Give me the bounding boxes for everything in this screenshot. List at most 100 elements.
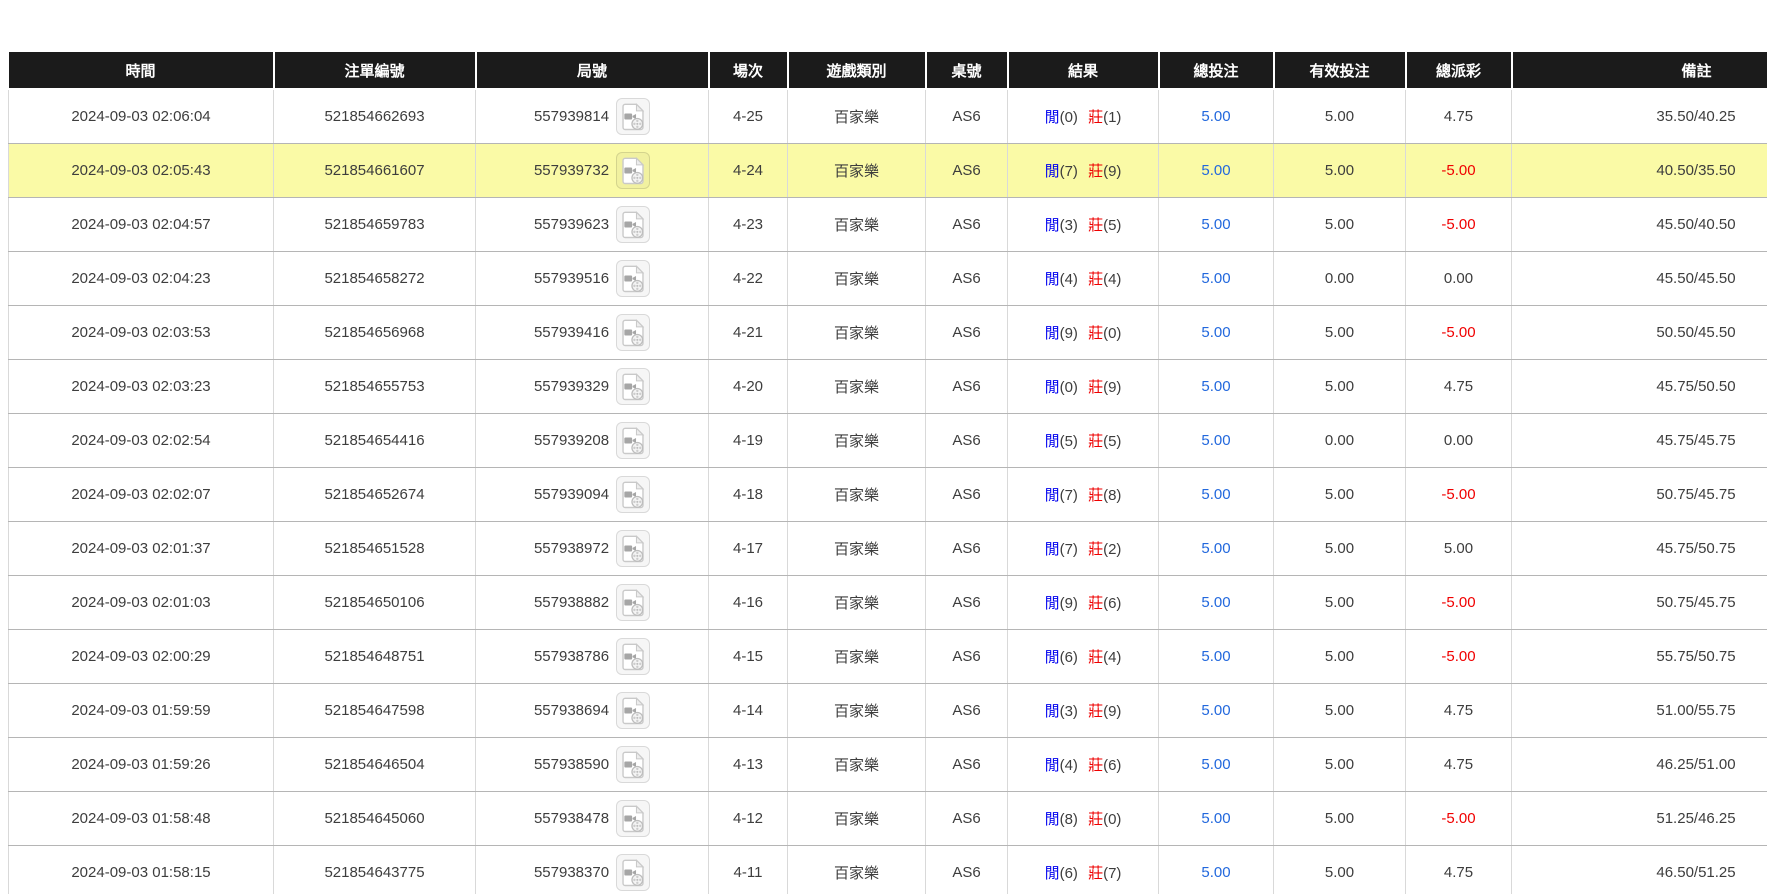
game-number: 557939208 [533, 432, 610, 449]
cell-table-no: AS6 [925, 791, 1008, 846]
total-bet-link[interactable]: 5.00 [1201, 432, 1231, 449]
bet-record-row[interactable]: 2024-09-03 02:04:57 521854659783 5579396… [8, 197, 1767, 252]
cell-table-no: AS6 [925, 197, 1008, 252]
video-replay-button[interactable] [616, 530, 651, 567]
video-replay-button[interactable] [616, 206, 651, 243]
video-replay-button[interactable] [616, 692, 651, 729]
banker-label: 莊 [1088, 379, 1104, 396]
total-bet-link[interactable]: 5.00 [1201, 270, 1231, 287]
bet-record-row[interactable]: 2024-09-03 02:04:23 521854658272 5579395… [8, 251, 1767, 306]
player-label: 閒 [1044, 487, 1060, 504]
cell-result: 閒(7) 莊(2) [1007, 521, 1159, 576]
cell-bet-no: 521854662693 [273, 89, 476, 144]
video-replay-button[interactable] [616, 260, 651, 297]
cell-session: 4-22 [708, 251, 788, 306]
cell-game-no: 557939329 [475, 359, 709, 414]
bet-record-row[interactable]: 2024-09-03 02:01:03 521854650106 5579388… [8, 575, 1767, 630]
cell-result: 閒(5) 莊(5) [1007, 413, 1159, 468]
cell-payout: 5.00 [1405, 521, 1512, 576]
total-bet-link[interactable]: 5.00 [1201, 810, 1231, 827]
video-replay-button[interactable] [616, 98, 651, 135]
col-header-payout: 總派彩 [1404, 52, 1512, 90]
bet-record-row[interactable]: 2024-09-03 01:59:26 521854646504 5579385… [8, 737, 1767, 792]
total-bet-link[interactable]: 5.00 [1201, 702, 1231, 719]
video-replay-button[interactable] [616, 368, 651, 405]
cell-bet-no: 521854650106 [273, 575, 476, 630]
video-replay-button[interactable] [616, 800, 651, 837]
total-bet-link[interactable]: 5.00 [1201, 756, 1231, 773]
cell-game-type: 百家樂 [787, 251, 926, 306]
player-label: 閒 [1044, 271, 1060, 288]
cell-total-bet: 5.00 [1158, 305, 1274, 360]
total-bet-link[interactable]: 5.00 [1201, 324, 1231, 341]
cell-remark: 51.25/46.25 [1511, 791, 1767, 846]
bet-record-row[interactable]: 2024-09-03 01:59:59 521854647598 5579386… [8, 683, 1767, 738]
total-bet-link[interactable]: 5.00 [1201, 594, 1231, 611]
total-bet-link[interactable]: 5.00 [1201, 378, 1231, 395]
banker-label: 莊 [1088, 163, 1104, 180]
bet-record-row[interactable]: 2024-09-03 02:02:07 521854652674 5579390… [8, 467, 1767, 522]
video-replay-button[interactable] [616, 746, 651, 783]
cell-game-type: 百家樂 [787, 305, 926, 360]
video-replay-icon [622, 319, 645, 347]
banker-points: (0) [1103, 325, 1122, 342]
cell-table-no: AS6 [925, 629, 1008, 684]
player-label: 閒 [1044, 109, 1060, 126]
cell-result: 閒(7) 莊(8) [1007, 467, 1159, 522]
cell-total-bet: 5.00 [1158, 791, 1274, 846]
total-bet-link[interactable]: 5.00 [1201, 486, 1231, 503]
bet-record-row[interactable]: 2024-09-03 02:02:54 521854654416 5579392… [8, 413, 1767, 468]
total-bet-link[interactable]: 5.00 [1201, 864, 1231, 881]
video-replay-button[interactable] [616, 314, 651, 351]
col-header-total-bet: 總投注 [1157, 52, 1274, 90]
player-points: (7) [1059, 487, 1083, 504]
bet-record-row[interactable]: 2024-09-03 01:58:15 521854643775 5579383… [8, 845, 1767, 894]
banker-points: (4) [1103, 649, 1122, 666]
cell-session: 4-17 [708, 521, 788, 576]
game-number: 557938786 [533, 648, 610, 665]
cell-result: 閒(4) 莊(6) [1007, 737, 1159, 792]
banker-points: (4) [1103, 271, 1122, 288]
bet-record-row[interactable]: 2024-09-03 02:05:43 521854661607 5579397… [8, 143, 1767, 198]
banker-label: 莊 [1088, 757, 1104, 774]
cell-total-bet: 5.00 [1158, 251, 1274, 306]
banker-points: (1) [1103, 109, 1122, 126]
cell-result: 閒(9) 莊(0) [1007, 305, 1159, 360]
bet-record-row[interactable]: 2024-09-03 02:01:37 521854651528 5579389… [8, 521, 1767, 576]
total-bet-link[interactable]: 5.00 [1201, 162, 1231, 179]
game-number: 557938478 [533, 810, 610, 827]
cell-valid-bet: 5.00 [1273, 89, 1406, 144]
cell-remark: 45.75/50.50 [1511, 359, 1767, 414]
cell-game-no: 557939208 [475, 413, 709, 468]
video-replay-button[interactable] [616, 476, 651, 513]
bet-record-row[interactable]: 2024-09-03 02:06:04 521854662693 5579398… [8, 89, 1767, 144]
bet-record-row[interactable]: 2024-09-03 01:58:48 521854645060 5579384… [8, 791, 1767, 846]
bet-record-row[interactable]: 2024-09-03 02:03:53 521854656968 5579394… [8, 305, 1767, 360]
total-bet-link[interactable]: 5.00 [1201, 108, 1231, 125]
total-bet-link[interactable]: 5.00 [1201, 216, 1231, 233]
video-replay-button[interactable] [616, 152, 651, 189]
cell-bet-no: 521854647598 [273, 683, 476, 738]
video-replay-button[interactable] [616, 422, 651, 459]
video-replay-button[interactable] [616, 584, 651, 621]
player-points: (4) [1059, 757, 1083, 774]
cell-bet-no: 521854648751 [273, 629, 476, 684]
bet-record-row[interactable]: 2024-09-03 02:03:23 521854655753 5579393… [8, 359, 1767, 414]
cell-game-type: 百家樂 [787, 683, 926, 738]
player-points: (7) [1059, 163, 1083, 180]
banker-points: (2) [1103, 541, 1122, 558]
cell-payout: 4.75 [1405, 845, 1512, 894]
total-bet-link[interactable]: 5.00 [1201, 540, 1231, 557]
cell-game-no: 557939416 [475, 305, 709, 360]
cell-bet-no: 521854655753 [273, 359, 476, 414]
bet-record-row[interactable]: 2024-09-03 02:00:29 521854648751 5579387… [8, 629, 1767, 684]
video-replay-button[interactable] [616, 638, 651, 675]
cell-total-bet: 5.00 [1158, 629, 1274, 684]
video-replay-button[interactable] [616, 854, 651, 891]
player-label: 閒 [1044, 649, 1060, 666]
game-number: 557938370 [533, 864, 610, 881]
cell-total-bet: 5.00 [1158, 359, 1274, 414]
player-points: (0) [1059, 379, 1083, 396]
total-bet-link[interactable]: 5.00 [1201, 648, 1231, 665]
cell-bet-no: 521854658272 [273, 251, 476, 306]
